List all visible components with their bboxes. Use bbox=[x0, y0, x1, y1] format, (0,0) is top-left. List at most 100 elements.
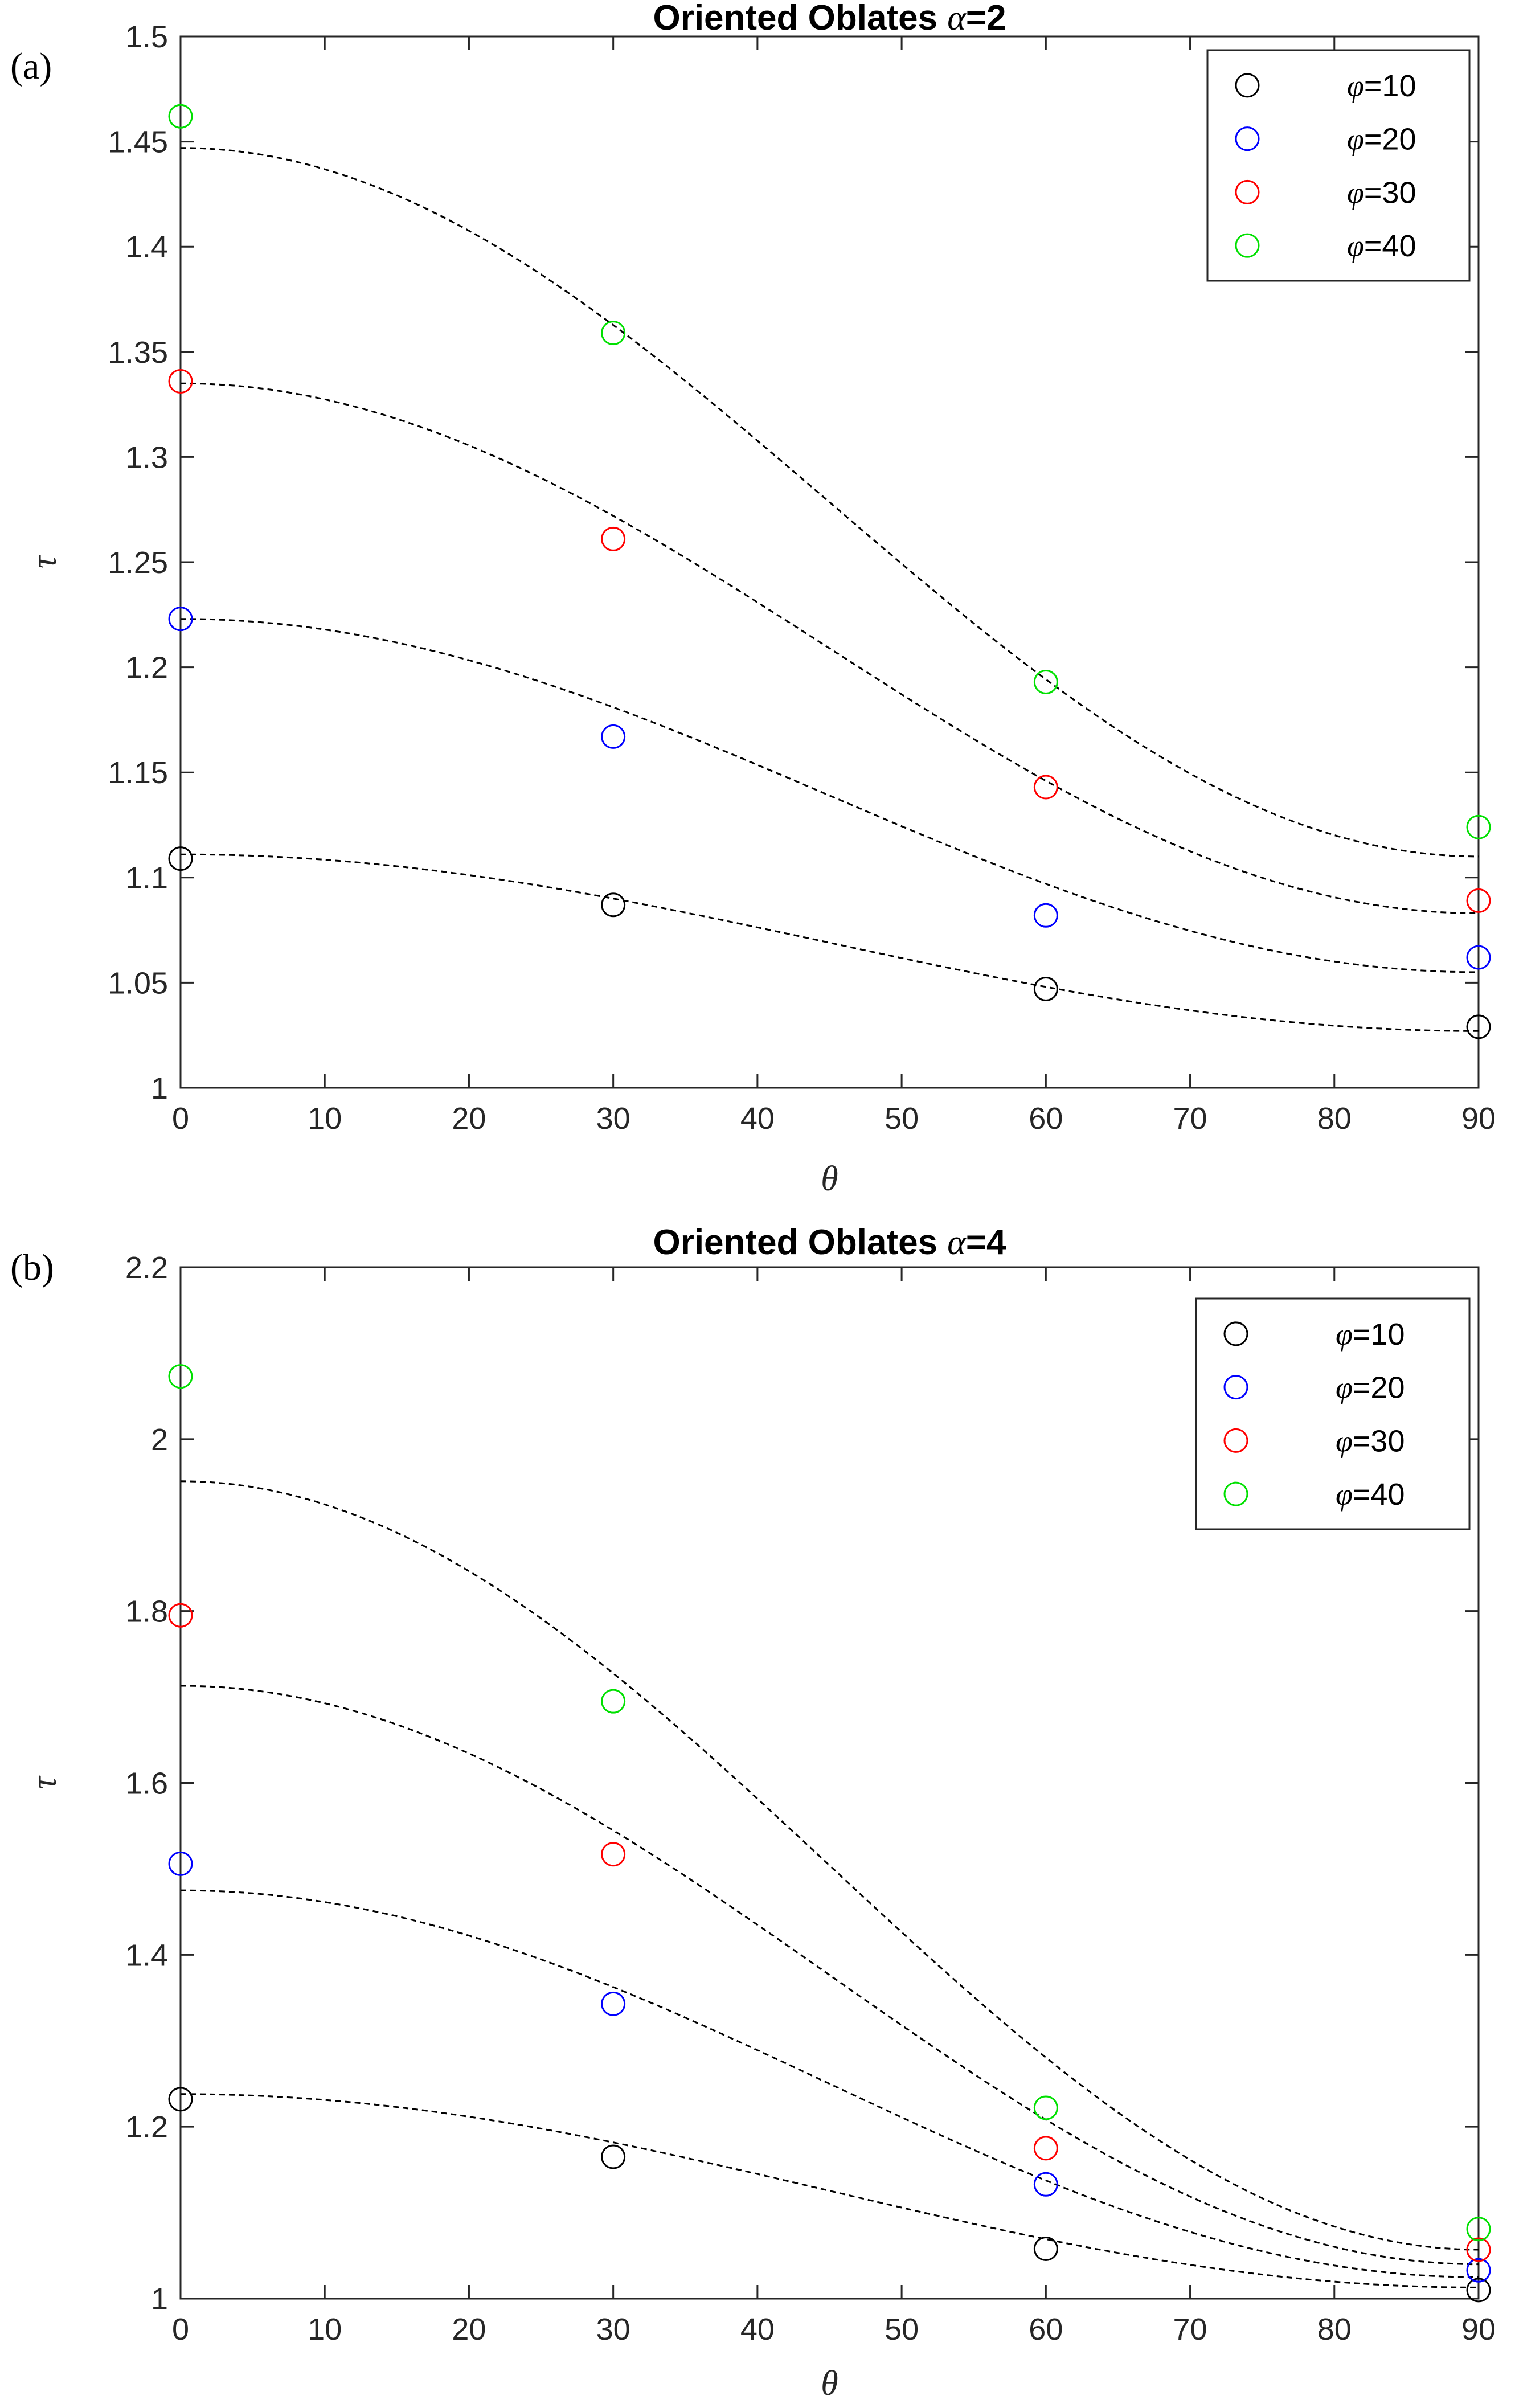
legend: φ=10φ=20φ=30φ=40 bbox=[1206, 49, 1471, 282]
data-point-series-2 bbox=[168, 607, 193, 632]
y-tick-label: 1.25 bbox=[108, 546, 168, 580]
legend-marker bbox=[1235, 233, 1260, 258]
x-tick-label: 20 bbox=[452, 2312, 486, 2346]
y-tick-label: 1.4 bbox=[125, 1938, 168, 1972]
fit-curve-4 bbox=[180, 1480, 1479, 2251]
legend-label-value: =30 bbox=[1353, 1424, 1405, 1458]
data-point-series-3 bbox=[601, 526, 626, 551]
data-point-series-3 bbox=[168, 368, 193, 394]
legend-label-value: =10 bbox=[1364, 69, 1416, 103]
legend-label-value: =20 bbox=[1353, 1371, 1405, 1405]
y-tick-label: 1.05 bbox=[108, 966, 168, 1000]
data-point-series-1 bbox=[601, 2144, 626, 2169]
x-tick-label: 70 bbox=[1173, 2312, 1207, 2346]
legend-label: φ=20 bbox=[1347, 122, 1416, 157]
x-tick-label: 50 bbox=[885, 2312, 919, 2346]
data-point-series-3 bbox=[1033, 775, 1058, 800]
chart-title: Oriented Oblates α=2 bbox=[653, 0, 1006, 38]
fit-curve-4 bbox=[180, 147, 1479, 858]
data-point-series-4 bbox=[1033, 2095, 1058, 2120]
chart-title-symbol: α bbox=[947, 0, 967, 38]
legend-label-symbol: φ bbox=[1336, 1424, 1353, 1458]
data-point-series-4 bbox=[1466, 2217, 1491, 2242]
data-point-series-2 bbox=[1033, 903, 1058, 928]
x-axis-label: θ bbox=[821, 2364, 838, 2403]
data-point-series-3 bbox=[1466, 2237, 1491, 2262]
legend-label-symbol: φ bbox=[1347, 122, 1364, 157]
x-tick-label: 30 bbox=[596, 1101, 630, 1136]
legend-label-symbol: φ bbox=[1347, 229, 1364, 263]
y-tick-label: 1.8 bbox=[125, 1595, 168, 1629]
data-point-series-1 bbox=[601, 892, 626, 918]
chart-title-symbol: α bbox=[947, 1223, 967, 1262]
fit-curve-1 bbox=[181, 853, 1479, 1032]
x-tick-label: 30 bbox=[596, 2312, 630, 2346]
legend-label-symbol: φ bbox=[1347, 175, 1364, 210]
fit-curve-1 bbox=[181, 2093, 1479, 2288]
y-axis-label: τ bbox=[25, 1775, 64, 1789]
y-tick-label: 1.1 bbox=[125, 861, 168, 895]
x-tick-label: 80 bbox=[1317, 2312, 1352, 2346]
panel-letter: (a) bbox=[10, 46, 52, 87]
y-axis-label: τ bbox=[25, 554, 64, 568]
data-point-series-3 bbox=[168, 1603, 193, 1628]
chart-title-value: =2 bbox=[966, 0, 1006, 38]
legend-label-symbol: φ bbox=[1336, 1317, 1353, 1352]
legend-label: φ=10 bbox=[1336, 1317, 1405, 1352]
y-tick-label: 1.45 bbox=[108, 125, 168, 159]
y-tick-label: 1.5 bbox=[125, 20, 168, 54]
y-tick-label: 1.6 bbox=[125, 1767, 168, 1801]
y-tick-label: 1.2 bbox=[125, 2110, 168, 2144]
data-point-series-4 bbox=[1466, 814, 1491, 839]
y-tick-label: 1.3 bbox=[125, 440, 168, 474]
x-tick-label: 70 bbox=[1173, 1101, 1207, 1136]
legend-marker bbox=[1223, 1321, 1248, 1346]
x-tick-label: 90 bbox=[1461, 1101, 1496, 1136]
legend-label-symbol: φ bbox=[1347, 69, 1364, 103]
x-tick-label: 50 bbox=[885, 1101, 919, 1136]
legend-box bbox=[1195, 1297, 1471, 1530]
legend-label: φ=40 bbox=[1336, 1477, 1405, 1512]
legend-label-value: =40 bbox=[1364, 229, 1416, 263]
data-point-series-1 bbox=[1033, 976, 1058, 1001]
data-point-series-2 bbox=[1466, 945, 1491, 970]
x-tick-label: 60 bbox=[1029, 2312, 1063, 2346]
legend-label: φ=30 bbox=[1336, 1424, 1405, 1458]
legend-marker bbox=[1235, 126, 1260, 151]
x-tick-label: 40 bbox=[740, 1101, 775, 1136]
data-point-series-3 bbox=[1466, 888, 1491, 913]
x-tick-label: 90 bbox=[1461, 2312, 1496, 2346]
chart-title-value: =4 bbox=[966, 1223, 1006, 1262]
legend-label-value: =20 bbox=[1364, 122, 1416, 157]
x-tick-label: 0 bbox=[172, 2312, 189, 2346]
data-point-series-3 bbox=[601, 1842, 626, 1867]
data-point-series-2 bbox=[601, 1991, 626, 2016]
chart-title-text: Oriented Oblates bbox=[653, 0, 947, 38]
legend-label-value: =30 bbox=[1364, 175, 1416, 210]
x-tick-label: 0 bbox=[172, 1101, 189, 1136]
y-tick-label: 1.4 bbox=[125, 230, 168, 264]
fit-curve-3 bbox=[181, 1685, 1479, 2266]
x-axis-label: θ bbox=[821, 1160, 838, 1198]
chart-title: Oriented Oblates α=4 bbox=[653, 1223, 1006, 1262]
y-tick-label: 1.15 bbox=[108, 756, 168, 790]
legend-marker bbox=[1223, 1428, 1248, 1453]
legend-label-value: =40 bbox=[1353, 1477, 1405, 1512]
data-point-series-4 bbox=[168, 104, 193, 129]
legend-marker bbox=[1223, 1375, 1248, 1400]
legend-marker bbox=[1235, 179, 1260, 204]
y-tick-label: 1.35 bbox=[108, 335, 168, 370]
data-point-series-4 bbox=[1033, 669, 1058, 694]
x-tick-label: 20 bbox=[452, 1101, 486, 1136]
legend-marker bbox=[1235, 73, 1260, 98]
data-point-series-1 bbox=[1466, 2278, 1491, 2303]
legend-marker bbox=[1223, 1481, 1248, 1506]
data-point-series-2 bbox=[601, 724, 626, 749]
legend-label: φ=40 bbox=[1347, 229, 1416, 263]
legend-label: φ=10 bbox=[1347, 69, 1416, 103]
data-point-series-4 bbox=[601, 321, 626, 346]
legend-label-value: =10 bbox=[1353, 1317, 1405, 1352]
x-tick-label: 40 bbox=[740, 2312, 775, 2346]
y-tick-label: 2.2 bbox=[125, 1251, 168, 1285]
data-point-series-3 bbox=[1033, 2136, 1058, 2161]
